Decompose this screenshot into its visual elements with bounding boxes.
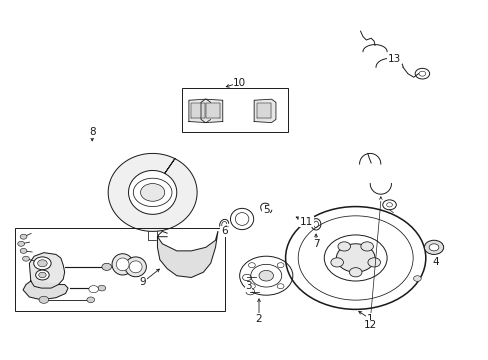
Polygon shape <box>206 103 220 118</box>
Circle shape <box>413 276 420 282</box>
Text: 1: 1 <box>366 314 373 324</box>
Ellipse shape <box>112 254 133 275</box>
Text: 4: 4 <box>431 257 438 267</box>
Text: 3: 3 <box>244 281 251 291</box>
Circle shape <box>367 258 380 267</box>
Circle shape <box>337 242 350 251</box>
Circle shape <box>133 178 172 207</box>
Circle shape <box>38 260 47 267</box>
Bar <box>181 88 287 132</box>
Polygon shape <box>108 153 197 231</box>
Text: 7: 7 <box>312 239 319 249</box>
Circle shape <box>330 258 343 267</box>
Circle shape <box>102 263 111 270</box>
Text: 9: 9 <box>140 277 146 287</box>
Circle shape <box>424 240 443 255</box>
Circle shape <box>36 270 49 280</box>
Text: 6: 6 <box>221 226 227 237</box>
Polygon shape <box>157 231 218 278</box>
Bar <box>15 228 224 311</box>
Polygon shape <box>23 281 68 300</box>
Circle shape <box>140 184 164 201</box>
Circle shape <box>336 244 374 272</box>
Text: 8: 8 <box>89 127 95 137</box>
Circle shape <box>34 257 51 270</box>
Circle shape <box>18 241 24 246</box>
Circle shape <box>89 285 98 293</box>
Circle shape <box>39 272 46 278</box>
Polygon shape <box>254 99 275 123</box>
Text: 10: 10 <box>233 77 246 87</box>
Ellipse shape <box>125 257 146 277</box>
Circle shape <box>259 270 273 281</box>
Circle shape <box>22 256 29 261</box>
Text: 11: 11 <box>299 217 312 227</box>
Ellipse shape <box>116 258 129 271</box>
Text: 2: 2 <box>255 314 262 324</box>
Polygon shape <box>256 103 270 118</box>
Ellipse shape <box>129 261 142 273</box>
Circle shape <box>20 234 27 239</box>
Polygon shape <box>191 103 205 118</box>
Circle shape <box>87 297 95 303</box>
Circle shape <box>39 296 49 303</box>
Polygon shape <box>188 99 210 123</box>
Text: 13: 13 <box>387 54 400 64</box>
Circle shape <box>360 242 373 251</box>
Text: 12: 12 <box>363 320 376 330</box>
Polygon shape <box>201 99 223 123</box>
Polygon shape <box>29 253 64 288</box>
Circle shape <box>98 285 105 291</box>
Circle shape <box>428 244 438 251</box>
Text: 5: 5 <box>263 205 269 215</box>
Circle shape <box>349 267 361 277</box>
Circle shape <box>20 248 27 253</box>
